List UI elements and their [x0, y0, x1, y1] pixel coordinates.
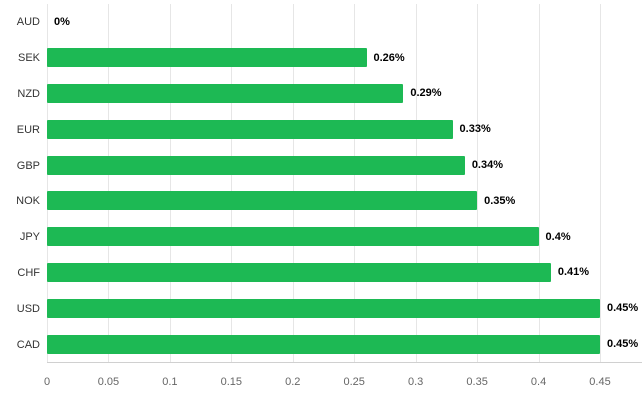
bar: [47, 155, 465, 175]
category-label: CAD: [16, 339, 40, 352]
category-label: CHF: [17, 267, 40, 280]
x-tick-label: 0.3: [408, 376, 424, 388]
x-tick-label: 0.35: [466, 376, 488, 388]
gridline: [600, 4, 601, 362]
category-label: JPY: [19, 231, 40, 244]
gridline: [231, 4, 233, 362]
bar: [47, 334, 600, 354]
bar-value-label: 0%: [54, 15, 70, 28]
category-label: AUD: [16, 15, 40, 28]
category-label: EUR: [16, 123, 40, 136]
bar: [47, 298, 600, 318]
x-tick-label: 0.2: [285, 376, 301, 388]
bar-rows: 0% 0.26% 0.29% 0.33% 0.34% 0.35% 0.4% 0.41% 0.45…: [47, 4, 642, 362]
bar-value-label: 0.34%: [471, 159, 504, 172]
bar-row: 0.45%: [47, 326, 642, 362]
bar-value-label: 0.45%: [607, 302, 639, 315]
gridline: [477, 4, 479, 362]
bar-row: 0.29%: [47, 76, 642, 112]
gridline: [108, 4, 110, 362]
bar-value-label: 0.26%: [373, 51, 405, 64]
x-tick-label: 0.4: [530, 376, 547, 388]
x-tick-label: 0.15: [220, 376, 243, 388]
bar: [47, 119, 453, 139]
x-tick-label: 0: [43, 376, 51, 388]
bar-row: 0.41%: [47, 255, 642, 291]
gridline: [169, 4, 171, 362]
gridline: [415, 4, 417, 362]
bar-row: 0.33%: [47, 111, 642, 147]
bar: [47, 227, 539, 247]
plot-area: 0% 0.26% 0.29% 0.33% 0.34% 0.35% 0.4% 0.41% 0.45…: [47, 4, 642, 363]
bar-value-label: 0.33%: [459, 123, 491, 136]
bar: [47, 262, 551, 282]
gridline: [292, 4, 294, 362]
bar-row: 0.45%: [47, 290, 642, 326]
bar: [47, 48, 367, 68]
bar-row: 0.35%: [47, 183, 642, 219]
category-label: USD: [16, 303, 40, 316]
gridline: [354, 4, 356, 362]
category-label: NOK: [16, 195, 40, 208]
bar-row: 0.4%: [47, 219, 642, 255]
bar: [47, 83, 404, 103]
bar-row: 0%: [47, 4, 642, 40]
category-label: SEK: [17, 51, 40, 64]
category-label: NZD: [17, 87, 40, 100]
bar-row: 0.26%: [47, 40, 642, 76]
x-axis: 0 0.05 0.1 0.15 0.2 0.25 0.3 0.35 0.4 0.45: [43, 367, 642, 401]
x-tick-label: 0.25: [343, 376, 365, 388]
gridline: [538, 4, 540, 362]
x-tick-label: 0.05: [97, 376, 120, 388]
bar-value-label: 0.41%: [557, 266, 590, 279]
bar-row: 0.34%: [47, 147, 642, 183]
bar-value-label: 0.4%: [545, 230, 571, 243]
bar-value-label: 0.45%: [607, 338, 639, 351]
gridline: [47, 4, 48, 362]
x-tick-label: 0.1: [162, 376, 178, 388]
x-tick-label: 0.45: [589, 376, 611, 388]
bar: [47, 191, 478, 211]
category-label: GBP: [16, 159, 40, 172]
bar-value-label: 0.35%: [484, 194, 516, 207]
bar-value-label: 0.29%: [410, 87, 442, 100]
